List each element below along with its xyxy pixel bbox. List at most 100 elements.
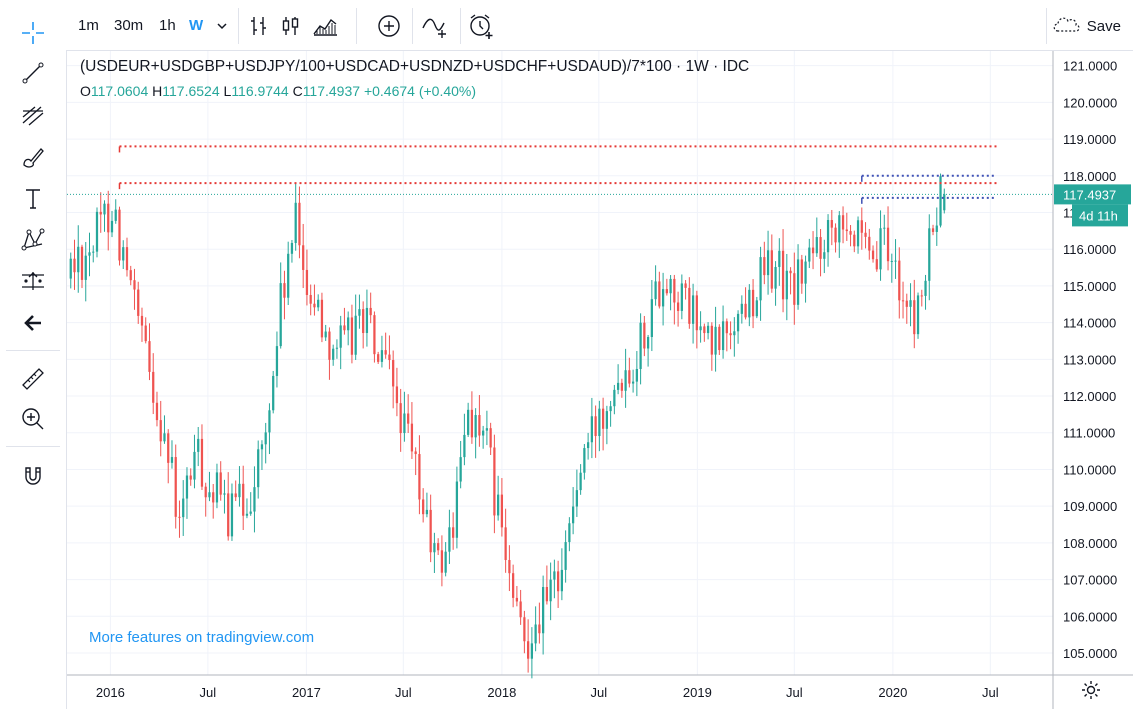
fib-retracement-icon[interactable]	[13, 100, 53, 130]
candles-style-icon[interactable]	[276, 11, 306, 41]
candle-body	[691, 295, 695, 324]
candle-body	[362, 309, 365, 334]
candle-body	[275, 346, 279, 376]
candle-body	[298, 202, 301, 246]
zoom-in-icon[interactable]	[13, 404, 53, 434]
candle-body	[489, 428, 492, 448]
candle-body	[110, 220, 114, 233]
candle-body	[178, 516, 181, 518]
candle-body	[646, 337, 650, 349]
interval-30m-button[interactable]: 30m	[114, 17, 144, 34]
candle-body	[560, 569, 563, 592]
candle-body	[317, 299, 320, 308]
magnet-icon[interactable]	[13, 461, 53, 491]
candle-body	[335, 347, 339, 349]
time-axis-label: 2020	[878, 685, 907, 700]
pattern-icon[interactable]	[13, 225, 53, 255]
bars-style-icon[interactable]	[244, 11, 274, 41]
candle-body	[905, 300, 908, 307]
candle-body	[388, 354, 391, 361]
candle-body	[703, 326, 706, 334]
price-axis-label: 112.0000	[1063, 389, 1116, 404]
candle-body	[740, 303, 743, 314]
area-style-icon[interactable]	[310, 11, 340, 41]
candle-body	[459, 457, 462, 482]
measure-levels-icon[interactable]	[13, 266, 53, 296]
interval-1m-button[interactable]: 1m	[78, 17, 99, 34]
candle-body	[804, 261, 807, 284]
candle-body	[515, 597, 519, 602]
candle-body	[155, 402, 159, 421]
tradingview-watermark-link[interactable]: More features on tradingview.com	[89, 629, 315, 646]
candle-body	[133, 280, 136, 290]
price-axis-label: 109.0000	[1063, 499, 1117, 514]
candle-body	[669, 278, 672, 294]
candle-body	[763, 257, 766, 276]
compare-symbol-icon[interactable]	[418, 11, 454, 41]
time-axis-label: 2018	[487, 685, 516, 700]
candle-body	[898, 260, 901, 301]
candle-body	[324, 331, 327, 338]
brush-icon[interactable]	[13, 142, 53, 172]
price-axis-label: 116.0000	[1063, 242, 1116, 257]
candle-body	[140, 315, 144, 326]
candle-body	[185, 475, 189, 499]
candle-body	[418, 454, 421, 500]
time-axis-label: Jul	[591, 685, 608, 700]
candle-body	[350, 317, 354, 355]
candle-body	[260, 444, 264, 450]
crosshair-icon[interactable]	[13, 18, 53, 48]
candle-body	[557, 571, 560, 592]
candle-body	[268, 410, 271, 433]
interval-w-button[interactable]: W	[189, 17, 204, 34]
interval-dropdown-chevron-icon[interactable]	[212, 11, 232, 41]
candle-body	[845, 229, 848, 232]
candle-body	[710, 325, 713, 355]
back-arrow-icon[interactable]	[13, 308, 53, 338]
candle-body	[586, 442, 590, 449]
text-icon[interactable]	[13, 184, 53, 214]
candle-body	[125, 247, 129, 271]
candle-body	[628, 370, 631, 384]
candle-body	[84, 255, 87, 280]
candle-body	[725, 321, 728, 334]
candle-body	[868, 236, 871, 251]
candle-body	[448, 527, 451, 552]
trendline-icon[interactable]	[13, 58, 53, 88]
interval-1h-button[interactable]: 1h	[159, 17, 176, 34]
candle-body	[433, 543, 436, 553]
candle-body	[395, 386, 399, 404]
candle-body	[290, 242, 294, 254]
candle-body	[470, 409, 474, 438]
legend-low-value: 116.9744	[231, 83, 289, 99]
candle-body	[69, 258, 72, 279]
candle-body	[73, 258, 76, 273]
candle-body	[253, 487, 256, 512]
candle-body	[377, 354, 380, 362]
cloud-icon	[1051, 13, 1081, 39]
candle-body	[339, 325, 342, 348]
add-indicator-icon[interactable]	[374, 11, 404, 41]
candle-body	[354, 315, 357, 355]
candle-body	[879, 228, 882, 270]
ruler-icon[interactable]	[13, 364, 53, 394]
alert-clock-icon[interactable]	[466, 11, 496, 41]
candle-body	[890, 260, 893, 262]
symbol-legend-title[interactable]: (USDEUR+USDGBP+USDJPY/100+USDCAD+USDNZD+…	[80, 58, 750, 75]
candle-body	[283, 283, 286, 298]
candle-body	[215, 472, 219, 503]
price-axis-label: 113.0000	[1063, 352, 1116, 367]
candle-body	[658, 281, 661, 307]
candle-body	[358, 309, 361, 316]
price-axis-label: 106.0000	[1063, 609, 1117, 624]
candle-body	[519, 601, 522, 618]
legend-close-label: C	[292, 83, 303, 99]
chart-settings-gear-icon[interactable]	[1080, 679, 1102, 701]
candle-body	[699, 326, 702, 331]
candle-body	[774, 266, 777, 289]
save-button[interactable]: Save	[1051, 10, 1121, 42]
candle-body	[245, 513, 249, 516]
candle-body	[530, 643, 534, 659]
candle-body	[650, 299, 653, 338]
